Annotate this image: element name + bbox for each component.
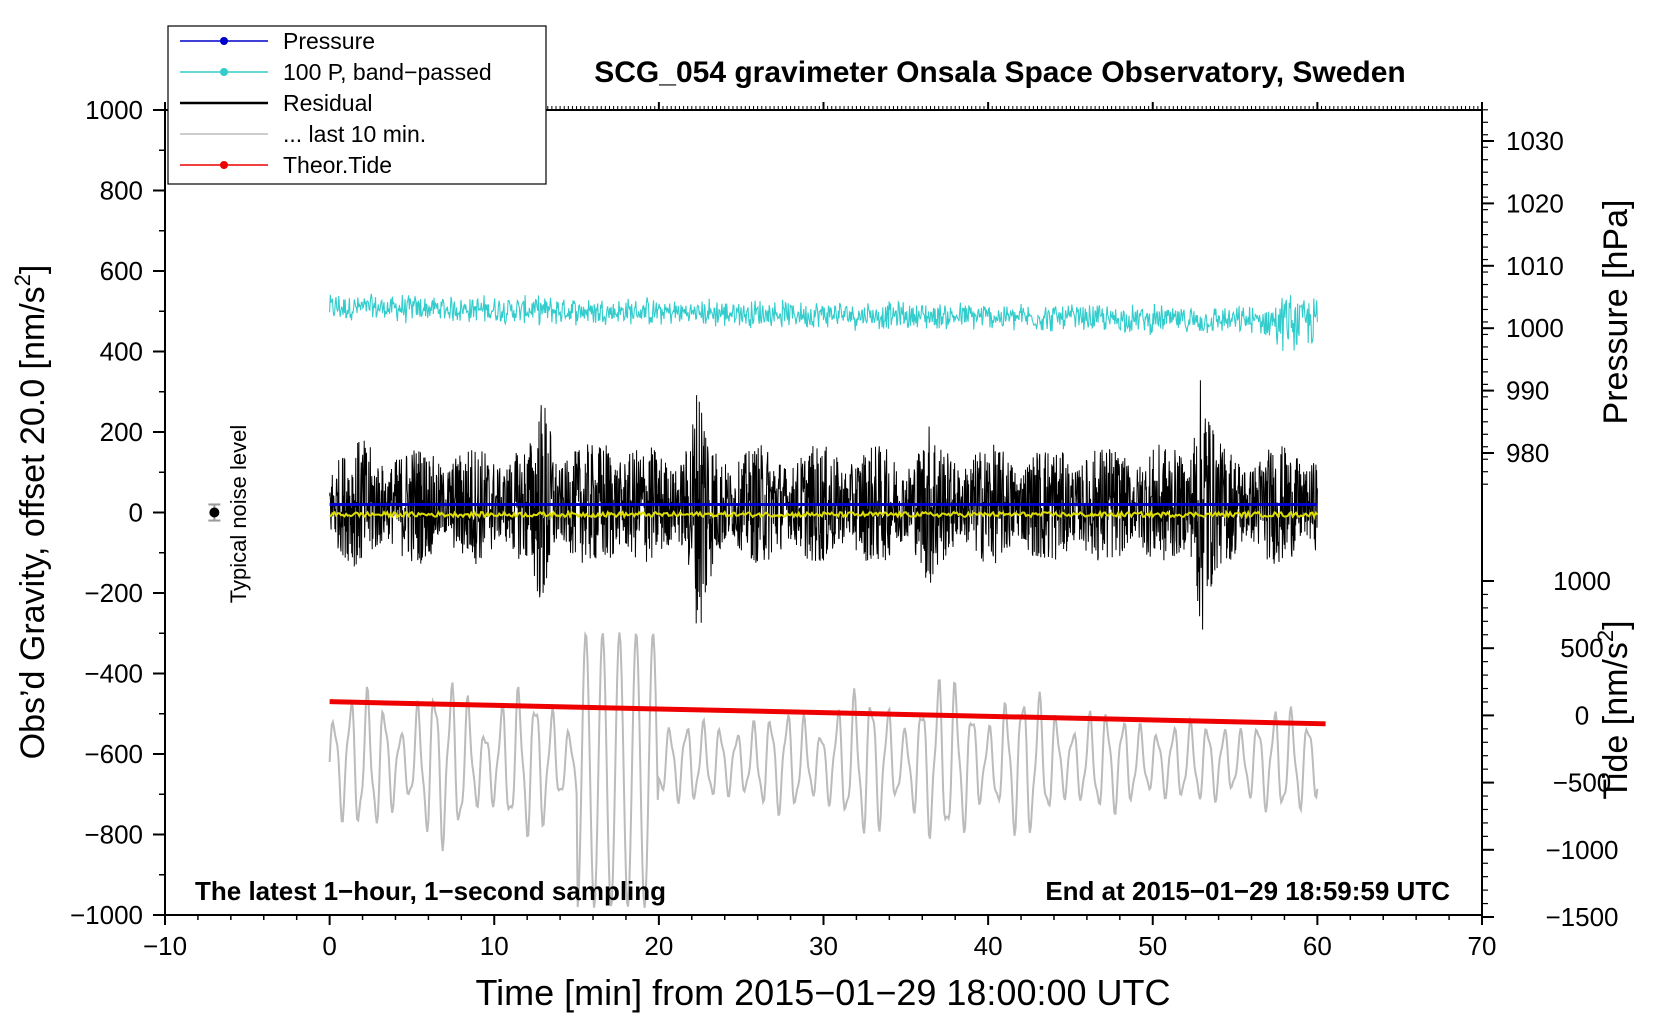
pressure-tick-label: 980 xyxy=(1506,438,1549,468)
y-tick-label: 200 xyxy=(100,417,143,447)
annotation-left: The latest 1−hour, 1−second sampling xyxy=(195,876,666,906)
noise-level-marker xyxy=(208,503,221,522)
y-tick-label: −400 xyxy=(84,659,143,689)
legend-label: Theor.Tide xyxy=(283,152,392,178)
x-tick-label: 60 xyxy=(1303,931,1332,961)
y-axis-label-main: Obs’d Gravity, offset 20.0 [nm/s xyxy=(14,286,52,759)
y-tick-label: 800 xyxy=(100,176,143,206)
y-tick-label: −600 xyxy=(84,739,143,769)
tide-axis-label-main: Tide [nm/s xyxy=(1597,642,1635,799)
x-axis-label: Time [min] from 2015−01−29 18:00:00 UTC xyxy=(475,972,1170,1013)
tide-tick-label: 500 xyxy=(1560,633,1603,663)
legend-marker xyxy=(220,68,228,76)
tide-axis-label-close: ] xyxy=(1597,620,1635,629)
tide-tick-label: −1500 xyxy=(1545,902,1618,932)
x-tick-label: 40 xyxy=(974,931,1003,961)
x-tick-label: 70 xyxy=(1468,931,1497,961)
pressure-axis-label: Pressure [hPa] xyxy=(1597,200,1635,425)
tide-axis-label: Tide [nm/s2] xyxy=(1593,620,1635,799)
y-tick-label: 1000 xyxy=(85,95,143,125)
series-band-passed-pressure xyxy=(329,293,1318,352)
chart-title: SCG_054 gravimeter Onsala Space Observat… xyxy=(594,56,1406,89)
legend-label: Pressure xyxy=(283,28,375,54)
pressure-tick-label: 1010 xyxy=(1506,251,1564,281)
legend-marker xyxy=(220,161,228,169)
legend-marker xyxy=(220,37,228,45)
legend-box xyxy=(167,25,547,185)
pressure-axis-ticks: 980 990 1000 1010 1020 1030 xyxy=(1482,109,1564,485)
x-tick-label: 0 xyxy=(322,931,336,961)
legend-items: Pressure 100 P, band−passed Residual ... la… xyxy=(180,28,492,178)
tide-tick-label: 1000 xyxy=(1553,566,1611,596)
x-tick-label: 30 xyxy=(809,931,838,961)
pressure-tick-label: 990 xyxy=(1506,376,1549,406)
noise-point xyxy=(209,507,220,518)
tide-axis-label-superscript: 2 xyxy=(1593,630,1618,642)
tide-tick-label: 0 xyxy=(1575,700,1589,730)
series-yellow-trace xyxy=(329,509,1319,520)
y-axis-label-close: ] xyxy=(14,265,52,274)
x-tick-label: 50 xyxy=(1138,931,1167,961)
y-tick-label: 0 xyxy=(129,498,143,528)
noise-level-label: Typical noise level xyxy=(226,425,251,604)
legend-label: Residual xyxy=(283,90,373,116)
y-tick-label: 400 xyxy=(100,337,143,367)
y-tick-label: 600 xyxy=(100,256,143,286)
pressure-tick-label: 1000 xyxy=(1506,313,1564,343)
x-tick-label: 20 xyxy=(644,931,673,961)
pressure-tick-label: 1020 xyxy=(1506,188,1564,218)
legend-label: ... last 10 min. xyxy=(283,121,426,147)
y-tick-label: −200 xyxy=(84,578,143,608)
x-tick-label: 10 xyxy=(480,931,509,961)
series-last-10-min xyxy=(328,631,1319,908)
series-residual xyxy=(329,380,1318,630)
series-layer xyxy=(328,293,1326,908)
pressure-tick-label: 1030 xyxy=(1506,126,1564,156)
series-theoretical-tide xyxy=(329,699,1326,727)
tide-axis-ticks: −1500 −1000 −500 0 500 1000 xyxy=(1482,566,1619,932)
x-tick-label: −10 xyxy=(143,931,187,961)
tide-tick-label: −500 xyxy=(1553,768,1612,798)
legend: Pressure 100 P, band−passed Residual ... la… xyxy=(167,25,547,185)
legend-label: 100 P, band−passed xyxy=(283,59,492,85)
y-axis-label-superscript: 2 xyxy=(10,274,35,286)
annotation-right: End at 2015−01−29 18:59:59 UTC xyxy=(1045,876,1450,906)
tide-tick-label: −1000 xyxy=(1545,835,1618,865)
y-axis-label: Obs’d Gravity, offset 20.0 [nm/s2] xyxy=(10,265,52,760)
y-axis-ticks: −1000 −800 −600 −400 −200 0 200 400 600 800 1000 xyxy=(70,95,165,930)
y-tick-label: −800 xyxy=(84,820,143,850)
y-tick-label: −1000 xyxy=(70,900,143,930)
